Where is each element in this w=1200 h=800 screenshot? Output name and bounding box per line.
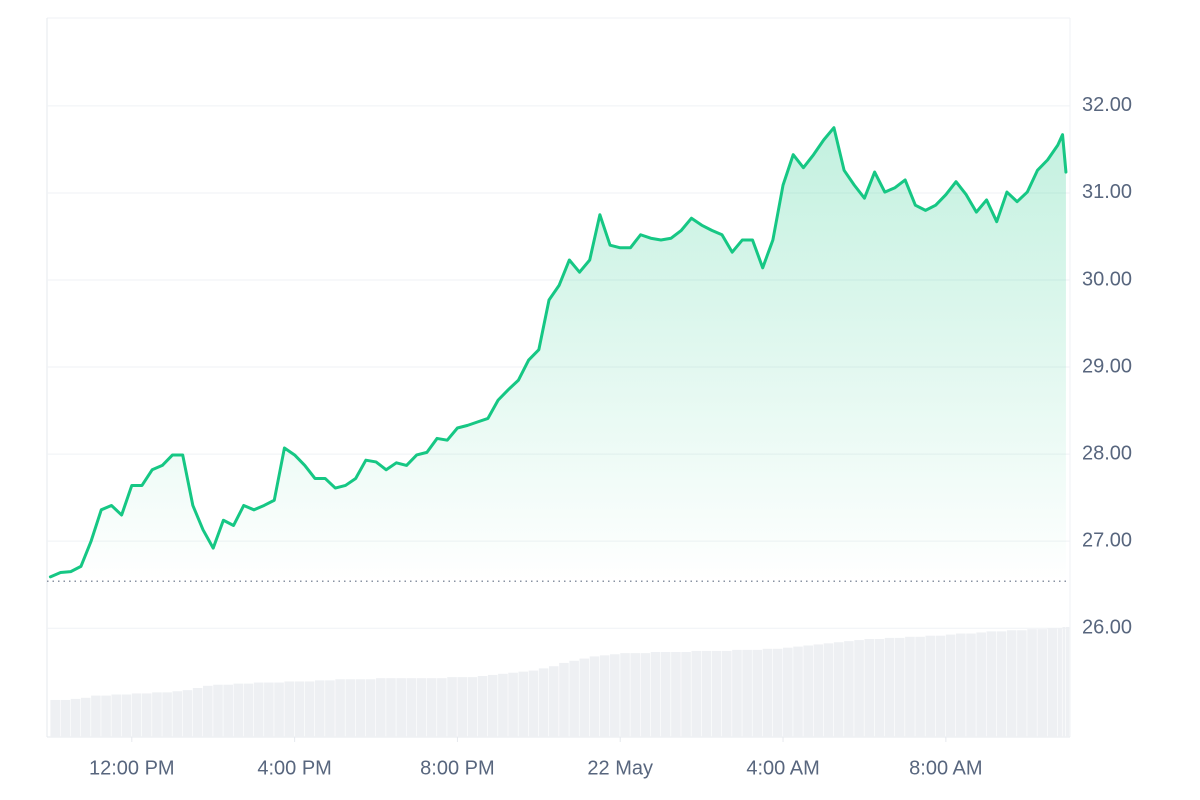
y-tick-label: 31.00 bbox=[1082, 181, 1132, 203]
volume-bar bbox=[1065, 627, 1070, 737]
y-tick-label: 29.00 bbox=[1082, 355, 1132, 377]
x-tick-label: 4:00 PM bbox=[257, 757, 331, 779]
x-tick-label: 8:00 PM bbox=[420, 757, 494, 779]
y-tick-label: 28.00 bbox=[1082, 442, 1132, 464]
y-tick-label: 30.00 bbox=[1082, 268, 1132, 290]
x-tick-label: 4:00 AM bbox=[746, 757, 819, 779]
price-line bbox=[48, 126, 1068, 579]
x-tick-label: 12:00 PM bbox=[89, 757, 175, 779]
y-tick-label: 32.00 bbox=[1082, 94, 1132, 116]
x-tick-label: 22 May bbox=[587, 757, 653, 779]
price-area bbox=[50, 127, 1066, 738]
y-tick-label: 26.00 bbox=[1082, 616, 1132, 638]
y-tick-label: 27.00 bbox=[1082, 529, 1132, 551]
x-tick-label: 8:00 AM bbox=[909, 757, 982, 779]
